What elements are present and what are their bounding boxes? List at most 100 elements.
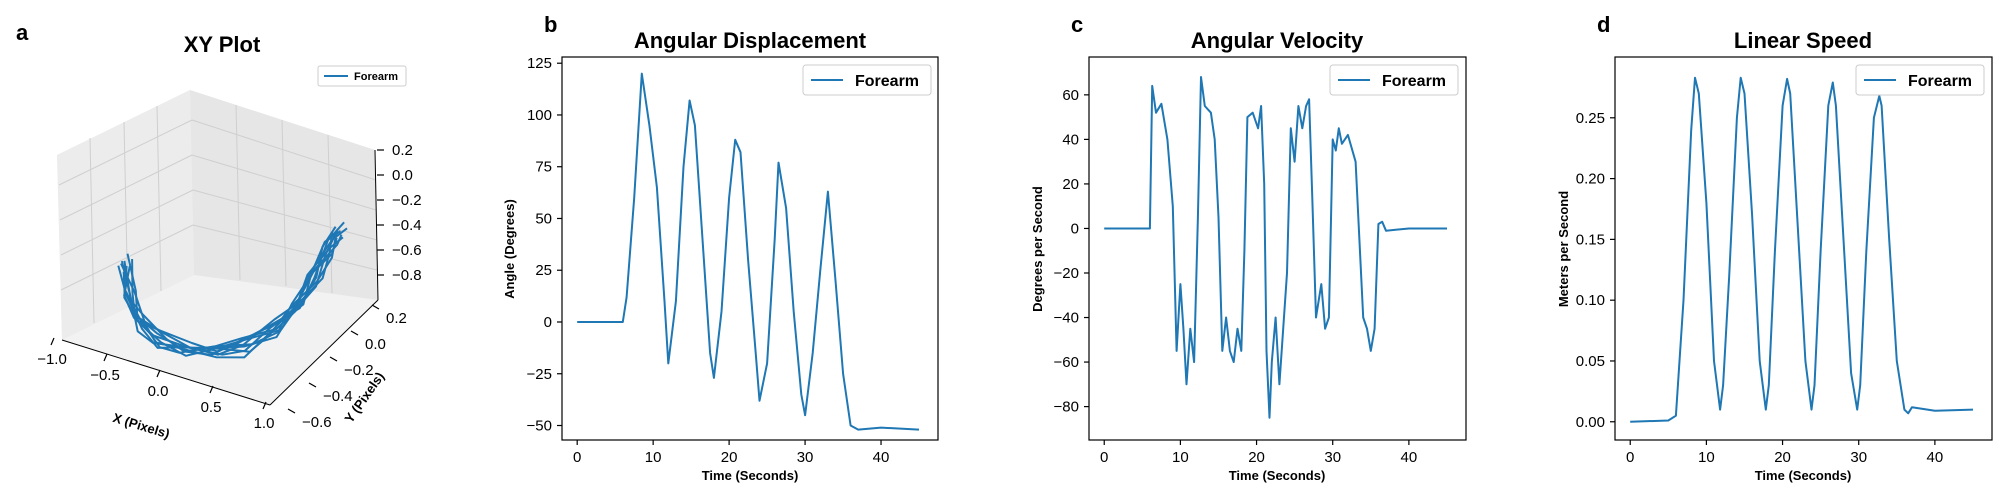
y-axis-label-c: Degrees per Second [1030,186,1045,312]
legend-label-c: Forearm [1382,73,1446,90]
y-ticks-a: −0.6 −0.4 −0.2 0.00.2 [287,304,407,431]
legend-box-d [1855,64,1985,96]
y-tick-label: 0.15 [1576,231,1605,248]
y-tick-label: 75 [535,159,552,176]
y-tick-label: 0.2 [386,310,407,327]
y-tick-label: 0.05 [1576,353,1605,370]
legend-label-d: Forearm [1908,73,1972,90]
plot-frame-d [1614,56,1993,441]
y-tick-label: −60 [1054,354,1079,371]
y-axis-label-b: Angle (Degrees) [502,199,517,299]
y-tick-label: −20 [1054,265,1079,282]
trajectory-loop [120,232,334,359]
x-ticks-b: 0 10 20 30 40 [573,440,889,466]
y-tick-mark [308,382,317,388]
3d-grid-line [281,119,287,287]
z-ticks-a: 0.2 0.0 −0.2 −0.4 −0.6 −0.8 [377,142,422,284]
x-axis-line-a [61,339,271,406]
y-tick-label: 60 [1062,87,1079,104]
plot-frame-c [1088,56,1467,441]
y-ticks-b: −50 −25 0 25 50 75 100 125 [527,55,562,435]
chart-title-b: Angular Displacement [634,28,867,53]
x-tick-mark [262,401,267,410]
panel-letter-c: c [1071,12,1083,37]
y-tick-label: 0.00 [1576,414,1605,431]
z-tick-label: 0.2 [392,142,413,159]
x-tick-label: 30 [797,449,814,466]
panel-b: b Angular Displacement 0 10 20 30 40 −50 −25 0… [502,12,939,483]
panel-letter-b: b [544,12,557,37]
y-tick-label: 50 [535,210,552,227]
panel-a: a XY Plot [16,20,422,441]
y-axis-line-a [269,299,379,406]
x-tick-label: 40 [1927,449,1944,466]
x-tick-label: 0.5 [201,399,222,416]
x-tick-label: 20 [1774,449,1791,466]
z-tick-label: 0.0 [392,167,413,184]
3d-grid-line [89,137,95,324]
x-tick-label: 10 [1172,449,1189,466]
y-tick-label: 0.0 [365,336,386,353]
y-tick-label: −25 [527,366,552,383]
chart-title-a: XY Plot [184,32,261,57]
legend-c: Forearm [1329,64,1459,96]
y-tick-label: −0.6 [302,414,332,431]
x-ticks-c: 0 10 20 30 40 [1100,440,1417,466]
y-tick-label: 20 [1062,176,1079,193]
y-tick-label: −0.4 [323,388,353,405]
y-tick-label: 0 [544,314,552,331]
z-tick-label: −0.2 [392,192,422,209]
x-tick-label: −1.0 [37,351,67,368]
series-line-forearm-b [577,72,920,431]
y-tick-label: 40 [1062,131,1079,148]
x-axis-label-c: Time (Seconds) [1229,468,1326,483]
x-tick-label: 30 [1850,449,1867,466]
xy-trajectory [117,221,348,359]
x-ticks-a: −1.0 −0.5 0.0 0.5 1.0 [37,337,275,432]
panel-d: d Linear Speed 0 10 20 30 40 0.00 0.05 0.10 0.1… [1556,12,1993,483]
y-tick-label: −50 [527,418,552,435]
z-tick-label: −0.8 [392,267,422,284]
legend-a: Forearm [317,65,407,87]
x-axis-label-a: X (Pixels) [111,410,171,441]
legend-b: Forearm [802,64,932,96]
panel-letter-d: d [1597,12,1610,37]
chart-title-d: Linear Speed [1734,28,1872,53]
3d-grid-line [191,154,377,211]
x-tick-label: 10 [1698,449,1715,466]
chart-title-c: Angular Velocity [1191,28,1364,53]
x-tick-label: 0 [1100,449,1108,466]
3d-grid-line [58,119,193,186]
trajectory-loop [120,228,339,356]
y-tick-label: −80 [1054,399,1079,416]
y-tick-label: 125 [527,55,552,72]
legend-box-b [802,64,932,96]
x-tick-label: 0 [573,449,581,466]
legend-label-a: Forearm [354,71,398,83]
y-tick-mark [371,304,380,310]
x-tick-label: 10 [645,449,662,466]
y-tick-label: 25 [535,262,552,279]
y-tick-label: −0.2 [344,362,374,379]
3d-grid-line [59,154,193,221]
x-axis-label-b: Time (Seconds) [702,468,799,483]
y-tick-mark [329,356,338,362]
panel-c: c Angular Velocity 0 10 20 30 40 −80 −60 −40 −2… [1030,12,1467,483]
3d-grid-line [191,119,377,181]
z-tick-label: −0.6 [392,242,422,259]
y-tick-mark [287,408,296,414]
plot-frame-b [561,56,939,441]
z-tick-label: −0.4 [392,217,422,234]
y-tick-label: 0 [1071,220,1079,237]
trajectory-loop [123,227,348,350]
x-tick-label: 1.0 [254,415,275,432]
y-tick-label: 0.25 [1576,110,1605,127]
y-tick-label: 100 [527,107,552,124]
legend-label-b: Forearm [855,73,919,90]
3d-grid-line [60,189,194,256]
series-line-forearm-c [1104,76,1447,419]
x-tick-label: 30 [1324,449,1341,466]
x-tick-label: −0.5 [90,367,120,384]
x-tick-label: 0.0 [148,383,169,400]
